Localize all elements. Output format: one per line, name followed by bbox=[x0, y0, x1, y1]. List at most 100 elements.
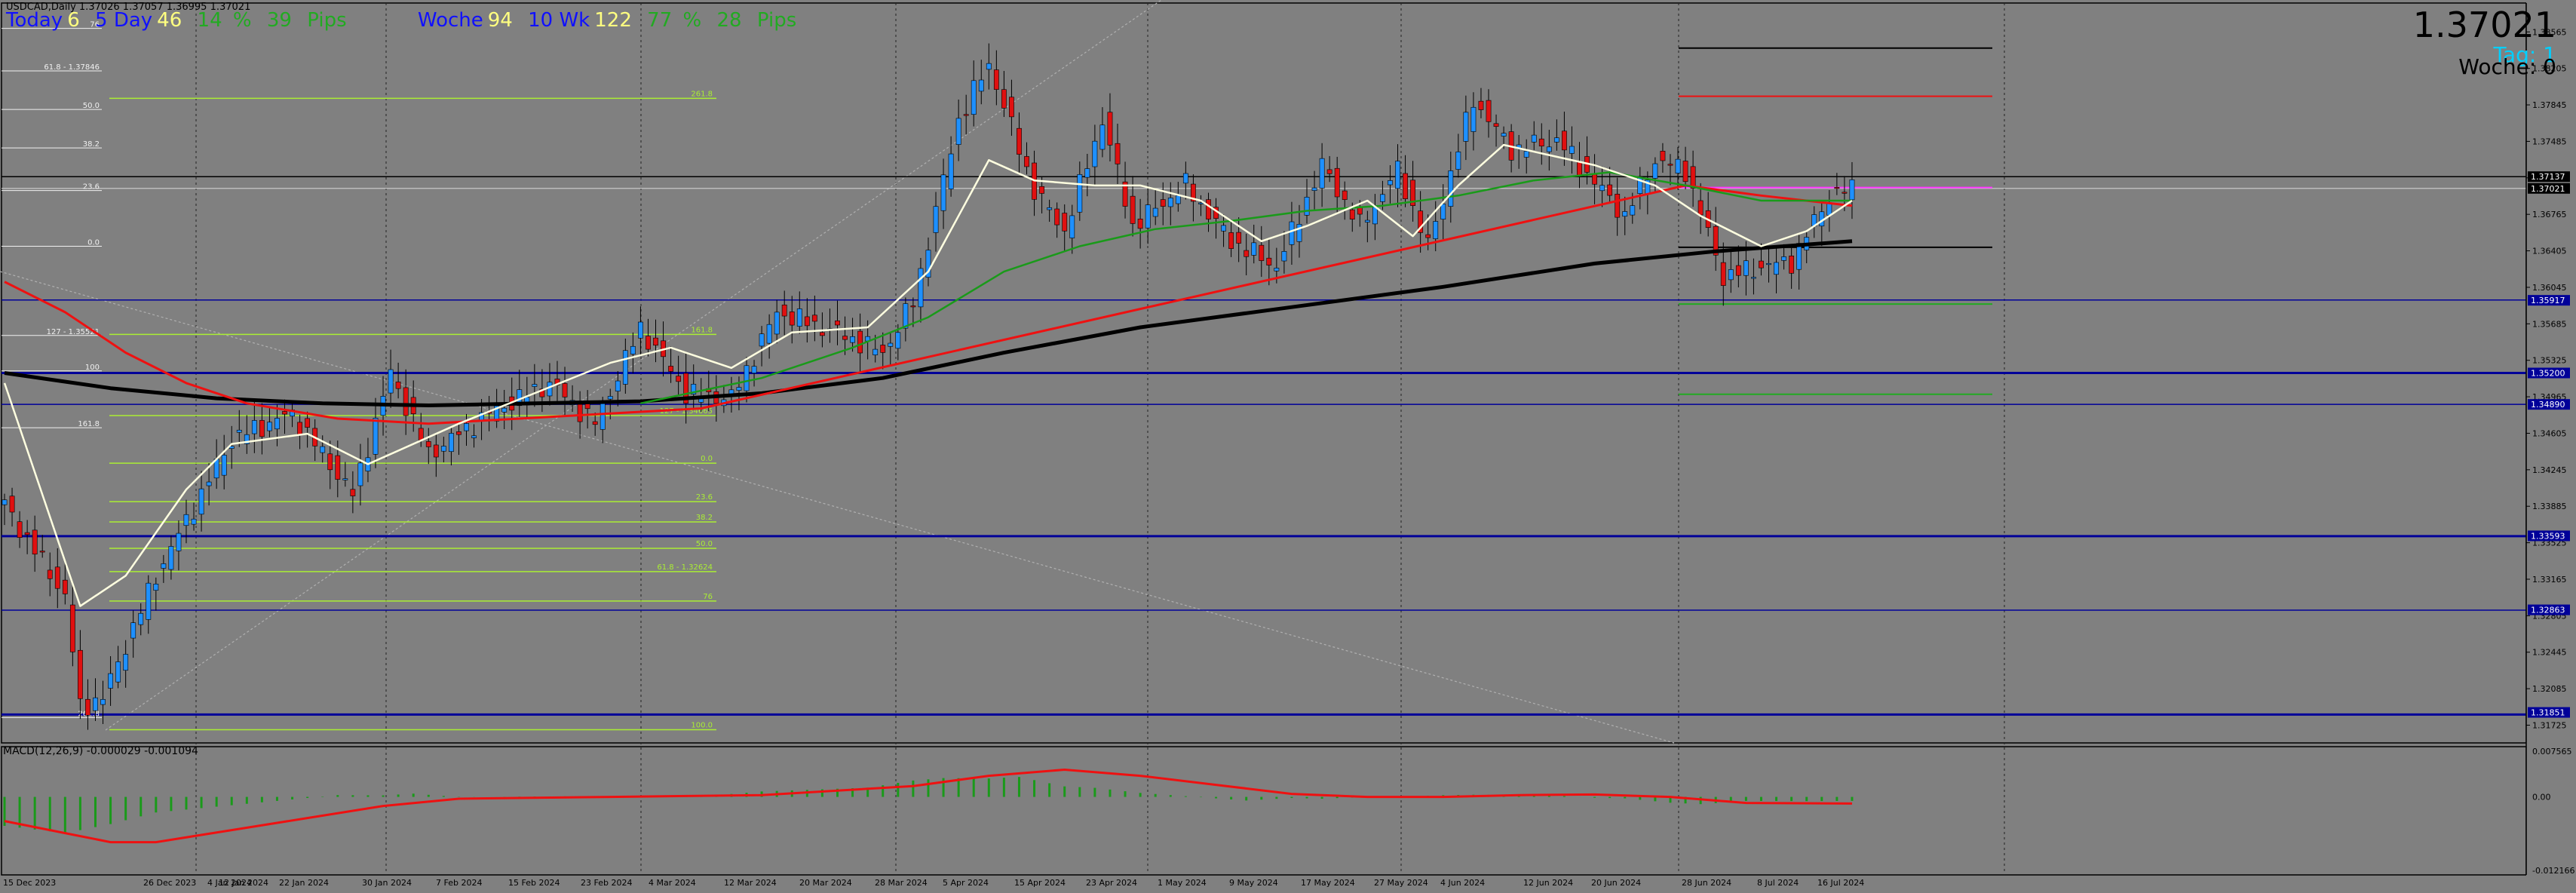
candle-body bbox=[221, 455, 227, 476]
price-tag-box bbox=[2528, 295, 2570, 306]
candle bbox=[388, 349, 394, 408]
candle bbox=[251, 402, 257, 453]
wk10-value: 122 bbox=[594, 9, 632, 32]
candle-body bbox=[1017, 127, 1022, 155]
candle bbox=[433, 433, 439, 477]
candle bbox=[517, 370, 523, 417]
candle-body bbox=[161, 563, 167, 569]
candle bbox=[1077, 161, 1083, 221]
price-tag-box bbox=[2528, 171, 2570, 183]
candle-body bbox=[297, 422, 303, 436]
candle-body bbox=[282, 411, 287, 415]
candle-body bbox=[781, 304, 787, 317]
candle bbox=[1751, 258, 1756, 295]
candle bbox=[62, 560, 68, 605]
candle-body bbox=[547, 382, 553, 397]
date-label: 28 Mar 2024 bbox=[875, 878, 928, 888]
candle-body bbox=[1062, 213, 1068, 232]
candle bbox=[312, 419, 318, 462]
candle bbox=[1789, 245, 1795, 289]
candle bbox=[948, 136, 954, 197]
fib-left-label: 61.8 - 1.37846 bbox=[44, 63, 100, 72]
candle bbox=[1403, 155, 1408, 207]
candle bbox=[138, 603, 144, 636]
candle bbox=[683, 353, 689, 424]
trend-line-down bbox=[0, 271, 1675, 744]
candle-body bbox=[305, 418, 311, 428]
candle-body bbox=[342, 478, 348, 480]
date-label: 4 Jan 2024 bbox=[207, 878, 252, 888]
candle-body bbox=[622, 350, 628, 385]
candle bbox=[1493, 114, 1499, 147]
candle-body bbox=[123, 654, 129, 671]
stats-line: Today 6 5 Day 46 14 % 39 Pips Woche 94 10 W… bbox=[6, 9, 805, 32]
fib-left-label: 38.2 bbox=[83, 140, 100, 149]
candle bbox=[1062, 204, 1068, 251]
price-tag-label: 1.35917 bbox=[2531, 296, 2565, 305]
candle bbox=[1236, 217, 1242, 262]
candle-body bbox=[1047, 207, 1053, 210]
price-tick-label: 1.36045 bbox=[2532, 283, 2567, 293]
wpips-value: 28 bbox=[716, 9, 742, 32]
candle bbox=[766, 314, 772, 359]
candle-body bbox=[198, 488, 204, 515]
candle bbox=[1009, 79, 1014, 137]
date-label: 5 Apr 2024 bbox=[943, 878, 989, 888]
price-tag-box bbox=[2528, 399, 2570, 410]
candle bbox=[1069, 204, 1075, 254]
candle-body bbox=[1418, 210, 1424, 233]
candle bbox=[327, 440, 333, 489]
candle bbox=[653, 319, 658, 363]
price-tick-label: 1.38565 bbox=[2532, 27, 2567, 37]
fib-left-label: 0.0 bbox=[87, 239, 100, 247]
candle-body bbox=[592, 421, 598, 425]
candle bbox=[1266, 238, 1272, 286]
price-tick-label: 1.31725 bbox=[2532, 720, 2567, 730]
candle-body bbox=[842, 336, 848, 340]
candle bbox=[781, 290, 787, 336]
candle bbox=[305, 411, 311, 448]
candles bbox=[2, 43, 1855, 730]
fib-left-label: 50.0 bbox=[83, 102, 100, 110]
candle-body bbox=[1630, 205, 1636, 216]
fib-mid-label: 161.8 bbox=[691, 326, 713, 334]
candle-body bbox=[789, 311, 795, 326]
pct-sign: % bbox=[232, 9, 252, 32]
fib-mid-label: 100.0 bbox=[691, 722, 713, 730]
wpips-label: Pips bbox=[756, 9, 797, 32]
date-label: 15 Dec 2023 bbox=[3, 878, 56, 888]
candle-body bbox=[1099, 124, 1106, 150]
date-label: 16 Jul 2024 bbox=[1817, 878, 1864, 888]
candle-body bbox=[948, 153, 954, 189]
candle-body bbox=[501, 407, 508, 413]
candle-body bbox=[600, 403, 606, 430]
candle-body bbox=[1690, 166, 1696, 189]
candle bbox=[342, 462, 348, 487]
candle-body bbox=[1728, 269, 1734, 281]
candle bbox=[1667, 154, 1673, 186]
price-tag-label: 1.35200 bbox=[2531, 369, 2565, 379]
candle bbox=[1084, 153, 1090, 197]
date-label: 20 Jun 2024 bbox=[1591, 878, 1641, 888]
candle bbox=[1478, 87, 1484, 118]
candle bbox=[706, 370, 712, 412]
candle-body bbox=[1221, 225, 1226, 232]
candle-body bbox=[1501, 133, 1507, 137]
candle-body bbox=[918, 268, 924, 308]
price-tag-label: 1.33593 bbox=[2531, 531, 2565, 541]
candle bbox=[759, 326, 765, 367]
candle-body bbox=[267, 422, 272, 431]
candle-body bbox=[1667, 164, 1673, 166]
date-label: 4 Mar 2024 bbox=[649, 878, 696, 888]
candle bbox=[1092, 124, 1098, 186]
candle bbox=[108, 656, 113, 706]
candle bbox=[373, 397, 379, 468]
candle bbox=[1221, 213, 1226, 247]
candle bbox=[955, 99, 961, 161]
candle-body bbox=[819, 332, 825, 336]
candle bbox=[691, 364, 697, 410]
candle-body bbox=[811, 315, 817, 322]
price-axis: 1.385651.382051.378451.374851.371251.367… bbox=[2525, 0, 2576, 890]
